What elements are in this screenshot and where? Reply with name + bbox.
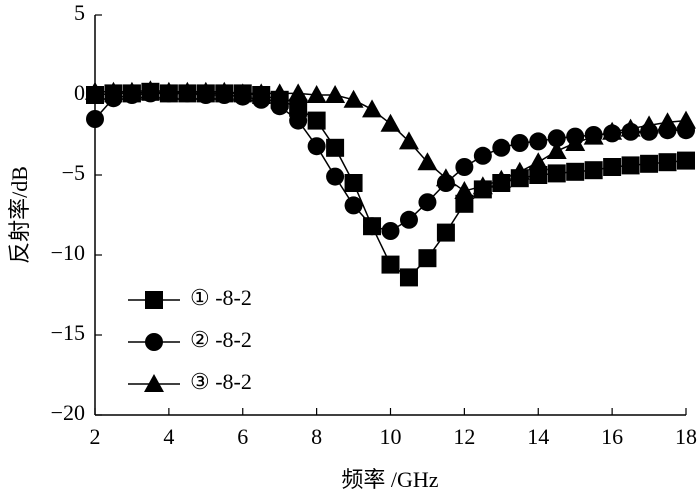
marker [529, 166, 548, 184]
marker [676, 110, 696, 129]
y-tick-label: −5 [62, 160, 85, 185]
legend-label: ① -8-2 [190, 285, 252, 310]
marker [603, 158, 622, 176]
x-tick-label: 12 [453, 424, 475, 449]
marker [103, 81, 124, 100]
legend-marker [144, 374, 164, 392]
marker [363, 217, 382, 236]
marker [602, 121, 623, 140]
marker [418, 193, 437, 212]
marker [657, 112, 678, 131]
marker [546, 141, 567, 159]
marker [289, 111, 308, 130]
marker [492, 138, 511, 157]
marker [85, 81, 105, 100]
marker [270, 97, 289, 116]
marker [418, 249, 437, 268]
marker [251, 83, 272, 102]
marker [344, 196, 363, 215]
marker [473, 146, 492, 165]
marker [454, 181, 475, 199]
legend-label: ② -8-2 [190, 327, 252, 352]
marker [232, 83, 253, 102]
marker [455, 158, 474, 176]
x-axis-label: 频率 /GHz [341, 467, 438, 492]
marker [658, 153, 677, 172]
marker [140, 80, 161, 99]
marker [326, 138, 345, 157]
legend-marker [145, 291, 163, 309]
marker [326, 167, 345, 186]
legend-label: ③ -8-2 [190, 369, 252, 394]
x-tick-label: 18 [675, 424, 697, 449]
marker [529, 132, 548, 151]
x-tick-label: 8 [311, 424, 322, 449]
x-tick-label: 2 [90, 424, 101, 449]
y-tick-label: −20 [51, 400, 85, 425]
marker [640, 154, 659, 173]
x-tick-label: 14 [527, 424, 549, 449]
marker [158, 81, 179, 100]
marker [399, 268, 418, 287]
marker [398, 131, 419, 150]
marker [436, 223, 455, 242]
marker [547, 164, 566, 183]
marker [344, 174, 363, 192]
y-tick-label: −15 [51, 320, 85, 345]
x-tick-label: 16 [601, 424, 623, 449]
marker [288, 83, 309, 102]
marker [472, 176, 493, 195]
y-tick-label: 5 [74, 0, 85, 25]
marker [121, 81, 142, 100]
marker [214, 81, 235, 100]
marker [307, 137, 326, 156]
marker [566, 162, 585, 181]
x-tick-label: 6 [237, 424, 248, 449]
marker [399, 210, 418, 229]
marker [583, 126, 604, 145]
marker [417, 152, 438, 171]
marker [677, 151, 695, 170]
marker [343, 89, 364, 108]
marker [509, 161, 530, 180]
marker [307, 111, 326, 130]
y-axis-label: 反射率/dB [7, 166, 32, 264]
marker [269, 83, 290, 102]
marker [528, 152, 549, 171]
marker [381, 222, 400, 240]
marker [381, 255, 400, 274]
marker [362, 99, 383, 118]
marker [86, 110, 104, 128]
y-tick-label: 0 [74, 80, 85, 105]
marker [195, 81, 216, 100]
marker [306, 85, 327, 103]
x-tick-label: 10 [380, 424, 402, 449]
marker [621, 156, 640, 175]
marker [325, 85, 346, 103]
marker [455, 194, 474, 213]
marker [491, 169, 512, 188]
marker [510, 134, 529, 152]
marker [584, 161, 603, 180]
marker [547, 129, 566, 148]
marker [565, 133, 586, 151]
legend-marker [145, 333, 163, 351]
marker [177, 81, 198, 100]
marker [380, 113, 401, 132]
marker [620, 118, 641, 137]
x-tick-label: 4 [163, 424, 174, 449]
marker [639, 115, 660, 134]
marker [289, 98, 308, 117]
marker [435, 168, 456, 187]
y-tick-label: −10 [51, 240, 85, 265]
